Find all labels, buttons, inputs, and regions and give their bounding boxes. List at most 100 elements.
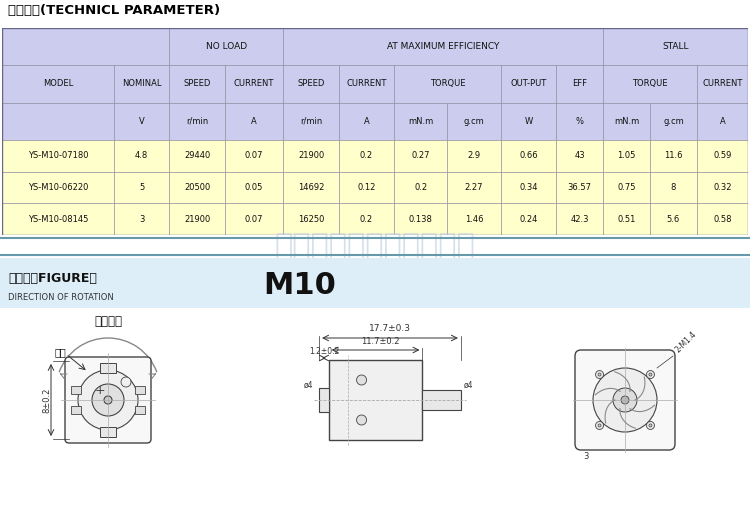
Text: 0.34: 0.34	[519, 183, 538, 192]
Bar	[501, 140, 556, 172]
Text: 8±0.2: 8±0.2	[43, 387, 52, 412]
Text: SPEED: SPEED	[297, 79, 325, 88]
Bar	[71, 386, 81, 394]
Bar	[501, 103, 556, 140]
Text: 外形图（FIGURE）: 外形图（FIGURE）	[8, 272, 97, 285]
Bar	[284, 103, 339, 140]
Text: 11.6: 11.6	[664, 151, 682, 160]
Bar	[501, 203, 556, 235]
Circle shape	[621, 396, 629, 404]
Bar	[225, 203, 284, 235]
Bar	[2, 28, 170, 65]
Circle shape	[598, 373, 601, 376]
Bar	[650, 203, 697, 235]
Text: DIRECTION OF ROTATION: DIRECTION OF ROTATION	[8, 293, 114, 302]
Text: YS-M10-07180: YS-M10-07180	[28, 151, 88, 160]
Text: g.cm: g.cm	[464, 117, 484, 125]
Bar	[697, 140, 748, 172]
Bar	[603, 203, 650, 235]
Bar	[339, 203, 394, 235]
Bar	[603, 103, 650, 140]
Text: +: +	[94, 384, 105, 397]
Bar	[100, 363, 116, 373]
Bar	[284, 28, 603, 65]
Text: STALL: STALL	[662, 42, 688, 51]
Text: 0.05: 0.05	[244, 183, 263, 192]
Circle shape	[92, 384, 124, 416]
Bar	[448, 140, 501, 172]
Text: 21900: 21900	[298, 151, 324, 160]
Text: 20500: 20500	[184, 183, 210, 192]
Bar	[2, 65, 114, 103]
Bar	[697, 203, 748, 235]
Bar	[114, 65, 170, 103]
Bar	[556, 140, 603, 172]
Text: 4.8: 4.8	[135, 151, 148, 160]
Text: CURRENT: CURRENT	[234, 79, 274, 88]
Bar	[284, 172, 339, 203]
Text: EFF: EFF	[572, 79, 587, 88]
Text: A: A	[364, 117, 369, 125]
Bar	[170, 140, 225, 172]
Bar	[556, 203, 603, 235]
Text: TORQUE: TORQUE	[632, 79, 668, 88]
Text: r/min: r/min	[300, 117, 322, 125]
Text: 0.07: 0.07	[244, 151, 263, 160]
Text: 技术参数(TECHNICL PARAMETER): 技术参数(TECHNICL PARAMETER)	[8, 4, 220, 17]
Text: mN.m: mN.m	[408, 117, 434, 125]
Bar	[556, 172, 603, 203]
Circle shape	[596, 370, 604, 378]
Bar	[170, 203, 225, 235]
Bar	[225, 140, 284, 172]
Text: M10: M10	[263, 271, 337, 300]
Bar	[114, 172, 170, 203]
Bar	[339, 103, 394, 140]
Text: 14692: 14692	[298, 183, 324, 192]
Text: 1.05: 1.05	[617, 151, 636, 160]
Bar	[697, 172, 748, 203]
Text: 17.7±0.3: 17.7±0.3	[369, 324, 411, 333]
Text: 0.07: 0.07	[244, 214, 263, 224]
Text: V: V	[139, 117, 145, 125]
Bar	[650, 103, 697, 140]
Text: 旋转方向: 旋转方向	[94, 315, 122, 328]
Text: ø4: ø4	[304, 381, 313, 390]
Bar	[225, 103, 284, 140]
Bar	[284, 203, 339, 235]
Bar	[135, 406, 145, 414]
Circle shape	[121, 377, 131, 387]
Text: 0.32: 0.32	[713, 183, 732, 192]
Circle shape	[649, 424, 652, 427]
Bar	[697, 65, 748, 103]
Bar	[2, 140, 114, 172]
Bar	[394, 203, 448, 235]
Bar	[603, 140, 650, 172]
Text: %: %	[575, 117, 584, 125]
Bar	[284, 140, 339, 172]
Bar	[2, 203, 114, 235]
Bar	[114, 203, 170, 235]
Bar	[448, 203, 501, 235]
Text: A: A	[719, 117, 725, 125]
Bar	[394, 172, 448, 203]
Bar	[339, 65, 394, 103]
Text: CURRENT: CURRENT	[346, 79, 387, 88]
FancyBboxPatch shape	[65, 357, 151, 443]
Bar	[339, 140, 394, 172]
Text: 0.51: 0.51	[617, 214, 636, 224]
Text: OUT-PUT: OUT-PUT	[510, 79, 547, 88]
Text: YS-M10-06220: YS-M10-06220	[28, 183, 88, 192]
Text: 3: 3	[139, 214, 144, 224]
Bar	[448, 103, 501, 140]
Bar	[170, 28, 284, 65]
Text: 29440: 29440	[184, 151, 210, 160]
Bar	[650, 140, 697, 172]
Text: 5.6: 5.6	[667, 214, 680, 224]
Text: r/min: r/min	[186, 117, 209, 125]
Circle shape	[649, 373, 652, 376]
Text: 1.46: 1.46	[465, 214, 483, 224]
Text: 0.2: 0.2	[360, 151, 373, 160]
Text: 43: 43	[574, 151, 585, 160]
Bar	[2, 172, 114, 203]
Bar	[448, 172, 501, 203]
